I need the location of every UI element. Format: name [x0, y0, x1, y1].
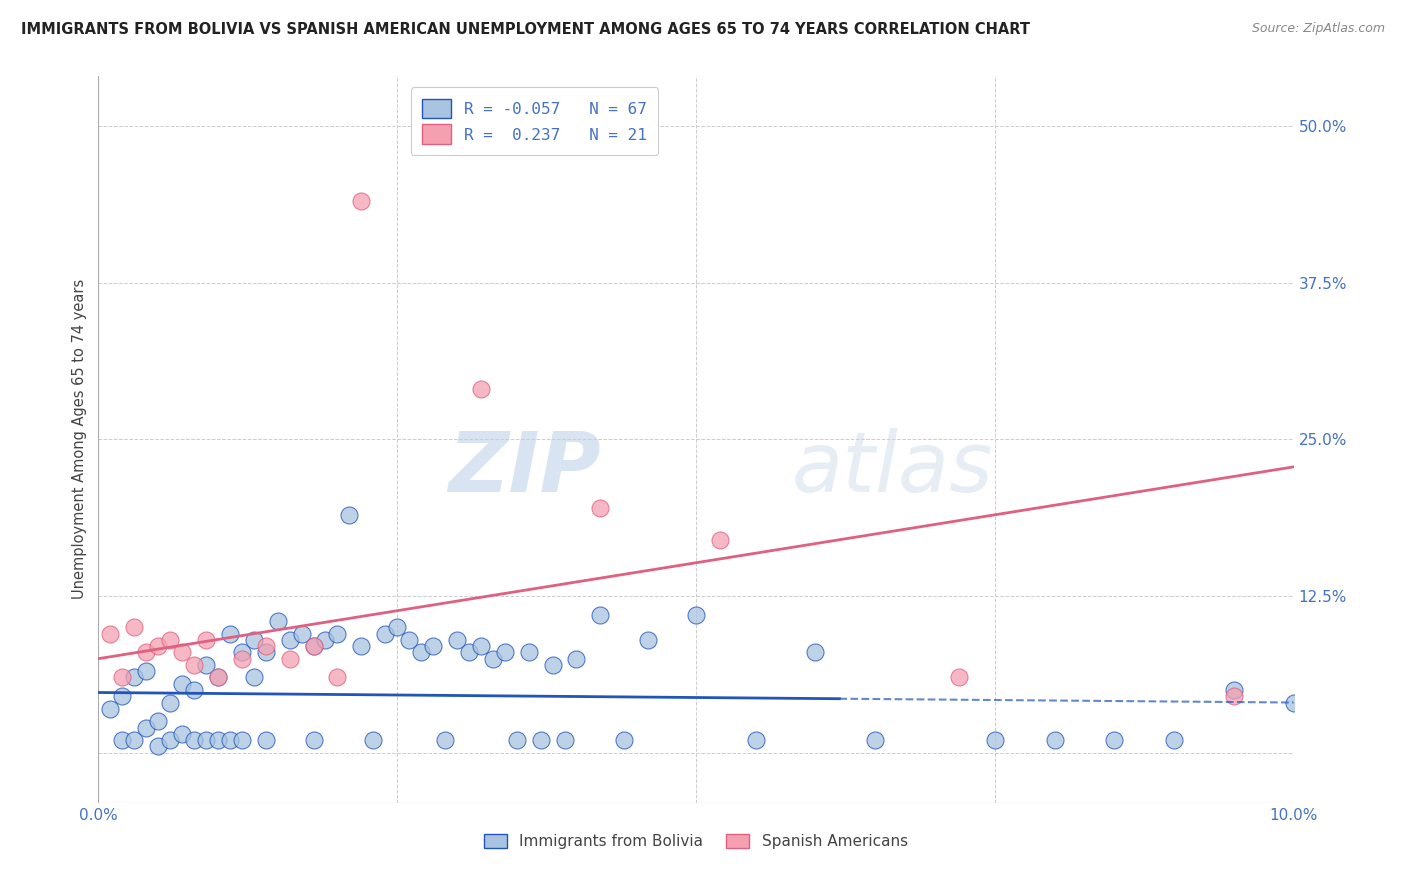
Text: Source: ZipAtlas.com: Source: ZipAtlas.com [1251, 22, 1385, 36]
Point [111, 670, 134, 684]
Point [554, 733, 576, 747]
Point [494, 645, 516, 659]
Point [195, 632, 218, 647]
Point [339, 508, 361, 522]
Point [530, 733, 553, 747]
Point [111, 690, 134, 704]
Point [745, 733, 768, 747]
Point [637, 632, 659, 647]
Point [135, 721, 157, 735]
Point [124, 670, 146, 684]
Point [172, 645, 194, 659]
Point [363, 733, 385, 747]
Text: ZIP: ZIP [447, 428, 600, 509]
Point [948, 670, 970, 684]
Point [207, 670, 229, 684]
Point [302, 733, 325, 747]
Point [135, 645, 157, 659]
Point [865, 733, 887, 747]
Point [1163, 733, 1185, 747]
Point [254, 639, 277, 653]
Y-axis label: Unemployment Among Ages 65 to 74 years: Unemployment Among Ages 65 to 74 years [72, 279, 87, 599]
Point [470, 382, 492, 396]
Point [254, 733, 277, 747]
Point [613, 733, 636, 747]
Point [243, 632, 266, 647]
Point [267, 614, 290, 628]
Point [124, 620, 146, 634]
Point [385, 620, 409, 634]
Point [565, 651, 588, 665]
Point [278, 632, 301, 647]
Point [207, 670, 229, 684]
Point [183, 657, 205, 672]
Point [195, 657, 218, 672]
Point [135, 664, 157, 678]
Point [326, 670, 349, 684]
Legend: Immigrants from Bolivia, Spanish Americans: Immigrants from Bolivia, Spanish America… [477, 827, 915, 857]
Point [1282, 696, 1305, 710]
Point [1223, 690, 1246, 704]
Point [517, 645, 540, 659]
Point [984, 733, 1007, 747]
Point [1104, 733, 1126, 747]
Point [470, 639, 492, 653]
Point [195, 733, 218, 747]
Point [243, 670, 266, 684]
Point [207, 733, 229, 747]
Point [291, 626, 314, 640]
Point [374, 626, 396, 640]
Point [159, 696, 181, 710]
Point [302, 639, 325, 653]
Point [541, 657, 564, 672]
Point [302, 639, 325, 653]
Point [219, 626, 242, 640]
Point [326, 626, 349, 640]
Point [434, 733, 457, 747]
Point [148, 714, 170, 729]
Point [350, 639, 373, 653]
Point [148, 739, 170, 754]
Point [804, 645, 827, 659]
Point [458, 645, 481, 659]
Point [172, 677, 194, 691]
Point [398, 632, 420, 647]
Point [685, 607, 707, 622]
Point [278, 651, 301, 665]
Point [589, 501, 612, 516]
Point [482, 651, 505, 665]
Point [231, 651, 253, 665]
Point [589, 607, 612, 622]
Point [1043, 733, 1066, 747]
Point [350, 194, 373, 209]
Point [98, 702, 122, 716]
Point [446, 632, 468, 647]
Text: IMMIGRANTS FROM BOLIVIA VS SPANISH AMERICAN UNEMPLOYMENT AMONG AGES 65 TO 74 YEA: IMMIGRANTS FROM BOLIVIA VS SPANISH AMERI… [21, 22, 1031, 37]
Point [709, 533, 731, 547]
Point [506, 733, 529, 747]
Point [231, 733, 253, 747]
Point [111, 733, 134, 747]
Point [254, 645, 277, 659]
Point [148, 639, 170, 653]
Point [159, 733, 181, 747]
Point [1223, 683, 1246, 698]
Point [231, 645, 253, 659]
Point [183, 733, 205, 747]
Point [315, 632, 337, 647]
Point [422, 639, 444, 653]
Point [219, 733, 242, 747]
Text: atlas: atlas [792, 428, 993, 509]
Point [98, 626, 122, 640]
Point [183, 683, 205, 698]
Point [159, 632, 181, 647]
Point [172, 727, 194, 741]
Point [411, 645, 433, 659]
Point [124, 733, 146, 747]
